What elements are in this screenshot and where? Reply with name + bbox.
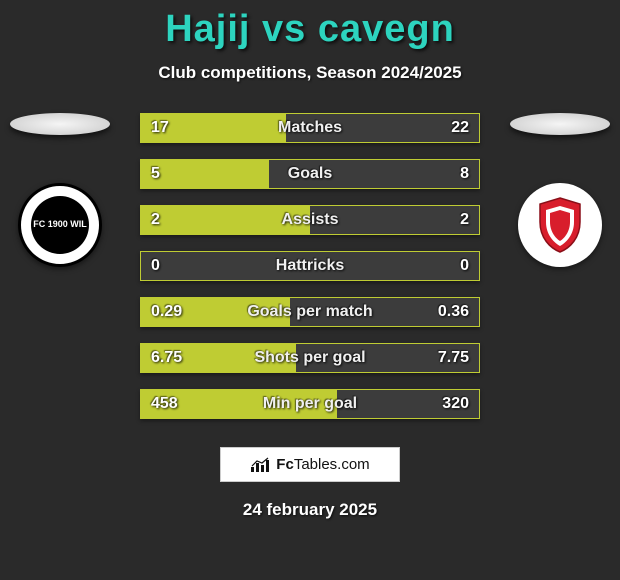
club-badge-left: FC 1900 WIL xyxy=(18,183,102,267)
page-title: Hajij vs cavegn xyxy=(0,0,620,51)
branding-box: FcTables.com xyxy=(220,447,400,482)
stat-right-value: 8 xyxy=(419,165,479,183)
stat-right-value: 22 xyxy=(419,119,479,137)
stat-row: 0.29 Goals per match 0.36 xyxy=(140,297,480,327)
stat-right-value: 7.75 xyxy=(419,349,479,367)
stat-row: 2 Assists 2 xyxy=(140,205,480,235)
chart-icon xyxy=(250,457,270,473)
branding-text: FcTables.com xyxy=(276,456,369,473)
stat-row: 458 Min per goal 320 xyxy=(140,389,480,419)
stat-left-value: 6.75 xyxy=(141,349,201,367)
stat-row: 17 Matches 22 xyxy=(140,113,480,143)
subtitle: Club competitions, Season 2024/2025 xyxy=(0,63,620,83)
stat-row: 6.75 Shots per goal 7.75 xyxy=(140,343,480,373)
stat-right-value: 0.36 xyxy=(419,303,479,321)
date-text: 24 february 2025 xyxy=(0,500,620,520)
wil-badge-text: FC 1900 WIL xyxy=(31,196,89,254)
right-column xyxy=(500,113,620,267)
stat-right-value: 320 xyxy=(419,395,479,413)
stat-left-value: 2 xyxy=(141,211,201,229)
stat-label: Assists xyxy=(282,211,339,229)
player-avatar-left xyxy=(10,113,110,135)
stat-left-value: 17 xyxy=(141,119,201,137)
stat-left-value: 0.29 xyxy=(141,303,201,321)
player-avatar-right xyxy=(510,113,610,135)
stat-left-value: 458 xyxy=(141,395,201,413)
stat-label: Min per goal xyxy=(263,395,357,413)
stat-right-value: 2 xyxy=(419,211,479,229)
stat-label: Goals xyxy=(288,165,332,183)
stat-left-value: 5 xyxy=(141,165,201,183)
stat-left-value: 0 xyxy=(141,257,201,275)
stat-label: Shots per goal xyxy=(254,349,365,367)
stat-row: 0 Hattricks 0 xyxy=(140,251,480,281)
stat-label: Goals per match xyxy=(247,303,372,321)
stats-list: 17 Matches 22 5 Goals 8 2 Assists 2 0 Hattricks 0 0.… xyxy=(140,113,480,419)
stat-row: 5 Goals 8 xyxy=(140,159,480,189)
content: FC 1900 WIL 17 Matches 22 5 Goals 8 2 Assists 2 0… xyxy=(0,113,620,419)
club-badge-right xyxy=(518,183,602,267)
shield-icon xyxy=(536,196,584,254)
left-column: FC 1900 WIL xyxy=(0,113,120,267)
stat-label: Matches xyxy=(278,119,342,137)
stat-label: Hattricks xyxy=(276,257,344,275)
stat-right-value: 0 xyxy=(419,257,479,275)
